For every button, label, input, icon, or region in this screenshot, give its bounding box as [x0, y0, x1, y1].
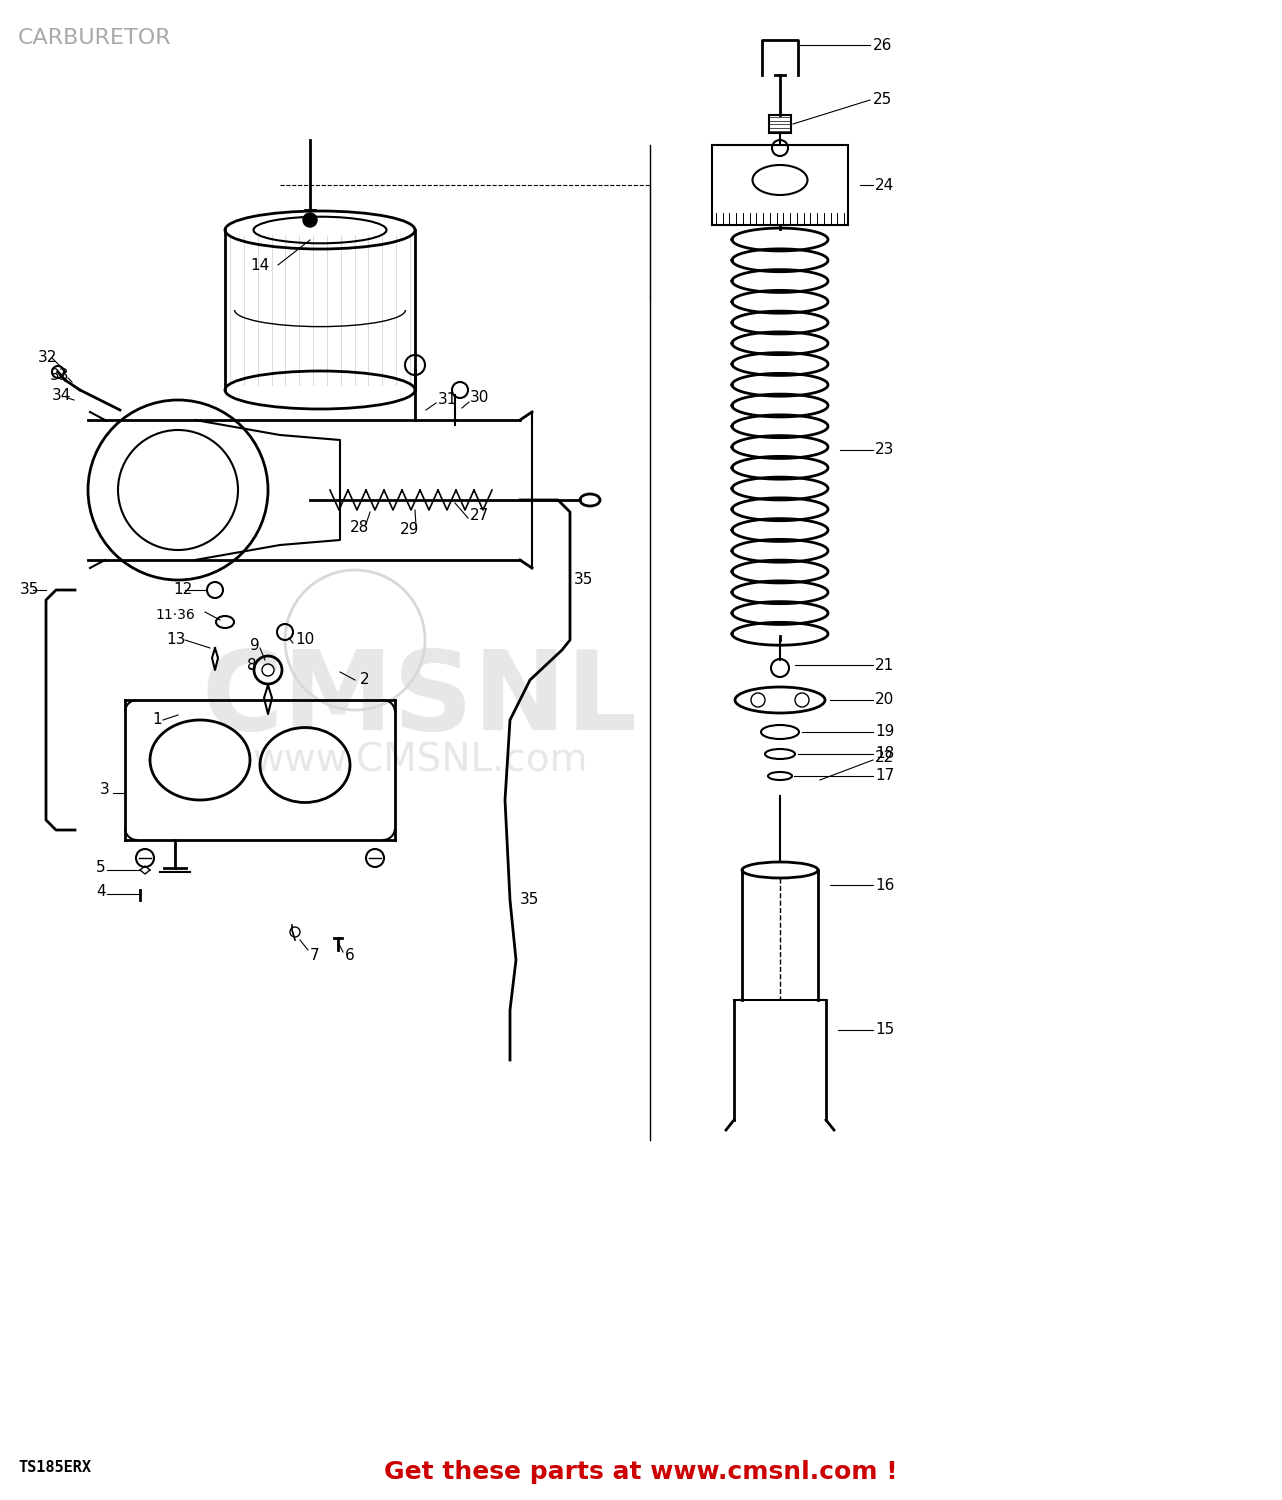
Text: 10: 10: [295, 633, 314, 648]
Text: 14: 14: [250, 258, 269, 273]
Text: 30: 30: [470, 390, 490, 405]
Text: 22: 22: [876, 750, 895, 765]
Text: 8: 8: [247, 657, 256, 672]
Text: 7: 7: [310, 948, 319, 963]
Text: 18: 18: [876, 747, 895, 762]
Text: 35: 35: [520, 892, 540, 908]
Text: 28: 28: [350, 520, 369, 536]
Text: www.CMSNL.com: www.CMSNL.com: [253, 741, 587, 778]
Text: 20: 20: [876, 693, 895, 708]
Text: 16: 16: [876, 878, 895, 892]
Text: 4: 4: [96, 885, 105, 900]
Text: 15: 15: [876, 1023, 895, 1038]
Text: 6: 6: [345, 948, 355, 963]
Text: 25: 25: [873, 93, 892, 108]
Text: 2: 2: [360, 672, 369, 687]
Text: 24: 24: [876, 177, 895, 192]
Text: 3: 3: [100, 783, 110, 798]
Text: 23: 23: [876, 442, 895, 458]
Text: 5: 5: [96, 861, 105, 876]
Text: Get these parts at www.cmsnl.com !: Get these parts at www.cmsnl.com !: [385, 1460, 897, 1484]
Text: 1: 1: [153, 712, 162, 728]
Bar: [769, 116, 791, 134]
Text: 35: 35: [21, 582, 40, 597]
Text: 26: 26: [873, 38, 892, 52]
Text: 35: 35: [574, 573, 594, 588]
Text: 27: 27: [470, 507, 490, 522]
Text: 32: 32: [38, 351, 58, 366]
Text: 11·36: 11·36: [155, 608, 195, 622]
Text: 31: 31: [438, 393, 458, 408]
Text: 9: 9: [250, 638, 260, 652]
Text: 33: 33: [50, 369, 69, 384]
Text: 12: 12: [173, 582, 192, 597]
Text: 17: 17: [876, 768, 895, 783]
Text: CARBURETOR: CARBURETOR: [18, 28, 172, 48]
Text: 13: 13: [165, 633, 186, 648]
Circle shape: [303, 213, 317, 226]
Text: 34: 34: [53, 387, 72, 402]
Text: TS185ERX: TS185ERX: [18, 1461, 91, 1476]
Text: 29: 29: [400, 522, 419, 537]
Text: 19: 19: [876, 724, 895, 740]
Text: 21: 21: [876, 657, 895, 672]
Text: CMSNL: CMSNL: [203, 646, 638, 753]
